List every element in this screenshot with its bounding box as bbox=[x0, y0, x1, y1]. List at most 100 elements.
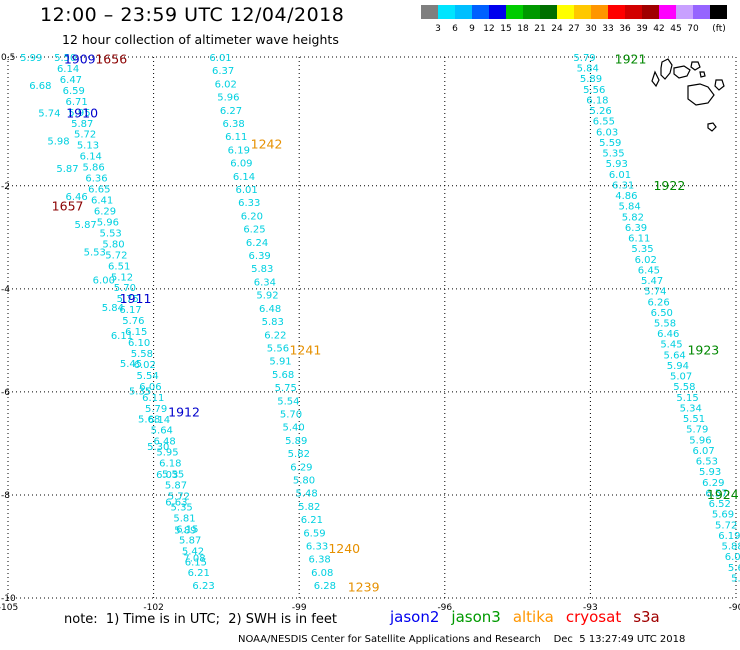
swh-value: 5.84 bbox=[618, 202, 640, 213]
colorbar-swatch bbox=[625, 5, 642, 19]
pass-time-label: 1656 bbox=[95, 52, 127, 67]
swh-value: 5.54 bbox=[277, 396, 299, 407]
swh-value: 5.84 bbox=[102, 303, 124, 314]
swh-value: 6.19 bbox=[718, 531, 740, 542]
swh-value: 5.98 bbox=[47, 136, 69, 147]
swh-value: 6.11 bbox=[142, 393, 164, 404]
colorbar-swatch bbox=[557, 5, 574, 19]
lat-tick-label: -8 bbox=[1, 491, 10, 501]
swh-value: 5.56 bbox=[267, 343, 289, 354]
credit-line: NOAA/NESDIS Center for Satellite Applica… bbox=[238, 634, 686, 645]
swh-value: 5.76 bbox=[122, 316, 144, 327]
colorbar-label: 3 bbox=[435, 24, 441, 34]
wave-height-colorbar: 3 6 9 12 15 18 21 24 27 30 33 36 39 42 45 70 (ft) bbox=[421, 5, 727, 34]
swh-value: 6.48 bbox=[259, 304, 281, 315]
colorbar-label: 70 bbox=[687, 24, 699, 34]
swh-value: 5.87 bbox=[75, 220, 97, 231]
swh-value: 5.55 bbox=[162, 470, 184, 481]
swh-value: 6.18 bbox=[159, 459, 181, 470]
swh-value: 6.17 bbox=[119, 305, 141, 316]
colorbar-swatch bbox=[659, 5, 676, 19]
colorbar-label: 21 bbox=[534, 24, 545, 34]
swh-value: 6.36 bbox=[85, 174, 107, 185]
swh-value: 5.68 bbox=[138, 414, 160, 425]
pass-time-label: 1239 bbox=[348, 580, 380, 595]
swh-value: 5.87 bbox=[56, 164, 78, 175]
swh-value: 6.11 bbox=[225, 132, 247, 143]
swh-value: 5.82 bbox=[622, 212, 644, 223]
swh-value: 5.51 bbox=[683, 414, 705, 425]
colorbar-label: 33 bbox=[602, 24, 613, 34]
swh-value: 6.11 bbox=[628, 234, 650, 245]
swh-value: 5.89 bbox=[174, 526, 196, 537]
swh-value: 6.15 bbox=[176, 524, 198, 535]
swh-value: 6.02 bbox=[635, 255, 657, 266]
colorbar-swatch bbox=[421, 5, 438, 19]
swh-value: 6.33 bbox=[306, 542, 328, 553]
swh-value: 6.15 bbox=[125, 327, 147, 338]
swh-value: 5.80 bbox=[102, 239, 124, 250]
lat-tick-label: -10 bbox=[1, 594, 16, 604]
swh-value: 6.20 bbox=[241, 211, 263, 222]
swh-value: 5.75 bbox=[275, 383, 297, 394]
swh-value: 6.14 bbox=[57, 64, 79, 75]
swh-value: 6.25 bbox=[243, 225, 265, 236]
galapagos-coastline bbox=[651, 58, 725, 132]
swh-value: 5.94 bbox=[667, 361, 689, 372]
lat-tick-label: -2 bbox=[1, 182, 10, 192]
swh-value: 5.99 bbox=[20, 53, 42, 64]
colorbar-swatch bbox=[710, 5, 727, 19]
swh-value: 6.33 bbox=[238, 198, 260, 209]
swh-value: 5.31 bbox=[731, 573, 740, 584]
swh-value: 5.87 bbox=[71, 119, 93, 130]
swh-value: 5.79 bbox=[145, 404, 167, 415]
swh-value: 6.52 bbox=[709, 499, 731, 510]
swh-value: 5.89 bbox=[580, 74, 602, 85]
lon-tick-label: -96 bbox=[437, 603, 452, 613]
swh-value: 6.71 bbox=[65, 97, 87, 108]
swh-value: 5.42 bbox=[182, 546, 204, 557]
colorbar-label: 45 bbox=[670, 24, 681, 34]
swh-value: 5.91 bbox=[269, 357, 291, 368]
swh-value: 5.72 bbox=[74, 130, 96, 141]
swh-value: 5.54 bbox=[136, 371, 158, 382]
pass-time-label: 1922 bbox=[653, 178, 685, 193]
colorbar-swatch bbox=[540, 5, 557, 19]
swh-value: 5.48 bbox=[295, 489, 317, 500]
colorbar-swatch bbox=[438, 5, 455, 19]
colorbar-swatch bbox=[523, 5, 540, 19]
colorbar-swatch bbox=[608, 5, 625, 19]
legend-entry-jason2: jason2 bbox=[390, 608, 440, 626]
swh-value: 5.26 bbox=[590, 106, 612, 117]
page-subtitle: 12 hour collection of altimeter wave hei… bbox=[62, 32, 339, 47]
swh-value: 6.29 bbox=[702, 478, 724, 489]
swh-value: 7.08 bbox=[183, 553, 205, 564]
swh-value: 6.08 bbox=[311, 568, 333, 579]
swh-value: 6.57 bbox=[705, 488, 727, 499]
swh-value: 5.69 bbox=[712, 510, 734, 521]
colorbar-swatch bbox=[489, 5, 506, 19]
pass-time-label: 1241 bbox=[289, 343, 321, 358]
swh-value: 6.26 bbox=[647, 297, 669, 308]
swh-value: 5.84 bbox=[577, 64, 599, 75]
colorbar-swatch bbox=[642, 5, 659, 19]
colorbar-swatch bbox=[693, 5, 710, 19]
swh-value: 6.02 bbox=[215, 79, 237, 90]
swh-value: 6.23 bbox=[192, 581, 214, 592]
swh-value: 5.70 bbox=[280, 409, 302, 420]
swh-value: 5.58 bbox=[673, 382, 695, 393]
swh-value: 5.12 bbox=[111, 272, 133, 283]
swh-value: 6.27 bbox=[220, 106, 242, 117]
colorbar-swatch bbox=[676, 5, 693, 19]
colorbar-label: 27 bbox=[568, 24, 579, 34]
swh-value: 6.29 bbox=[290, 462, 312, 473]
swh-value: 5.64 bbox=[151, 426, 173, 437]
colorbar-label: 39 bbox=[636, 24, 648, 34]
swh-value: 6.22 bbox=[264, 330, 286, 341]
swh-value: 5.45 bbox=[660, 340, 682, 351]
pass-time-label: 1909 bbox=[64, 52, 96, 67]
swh-value: 5.53 bbox=[100, 228, 122, 239]
swh-value: 6.41 bbox=[91, 196, 113, 207]
lat-tick-label: -6 bbox=[1, 388, 10, 398]
swh-value: 5.13 bbox=[77, 141, 99, 152]
